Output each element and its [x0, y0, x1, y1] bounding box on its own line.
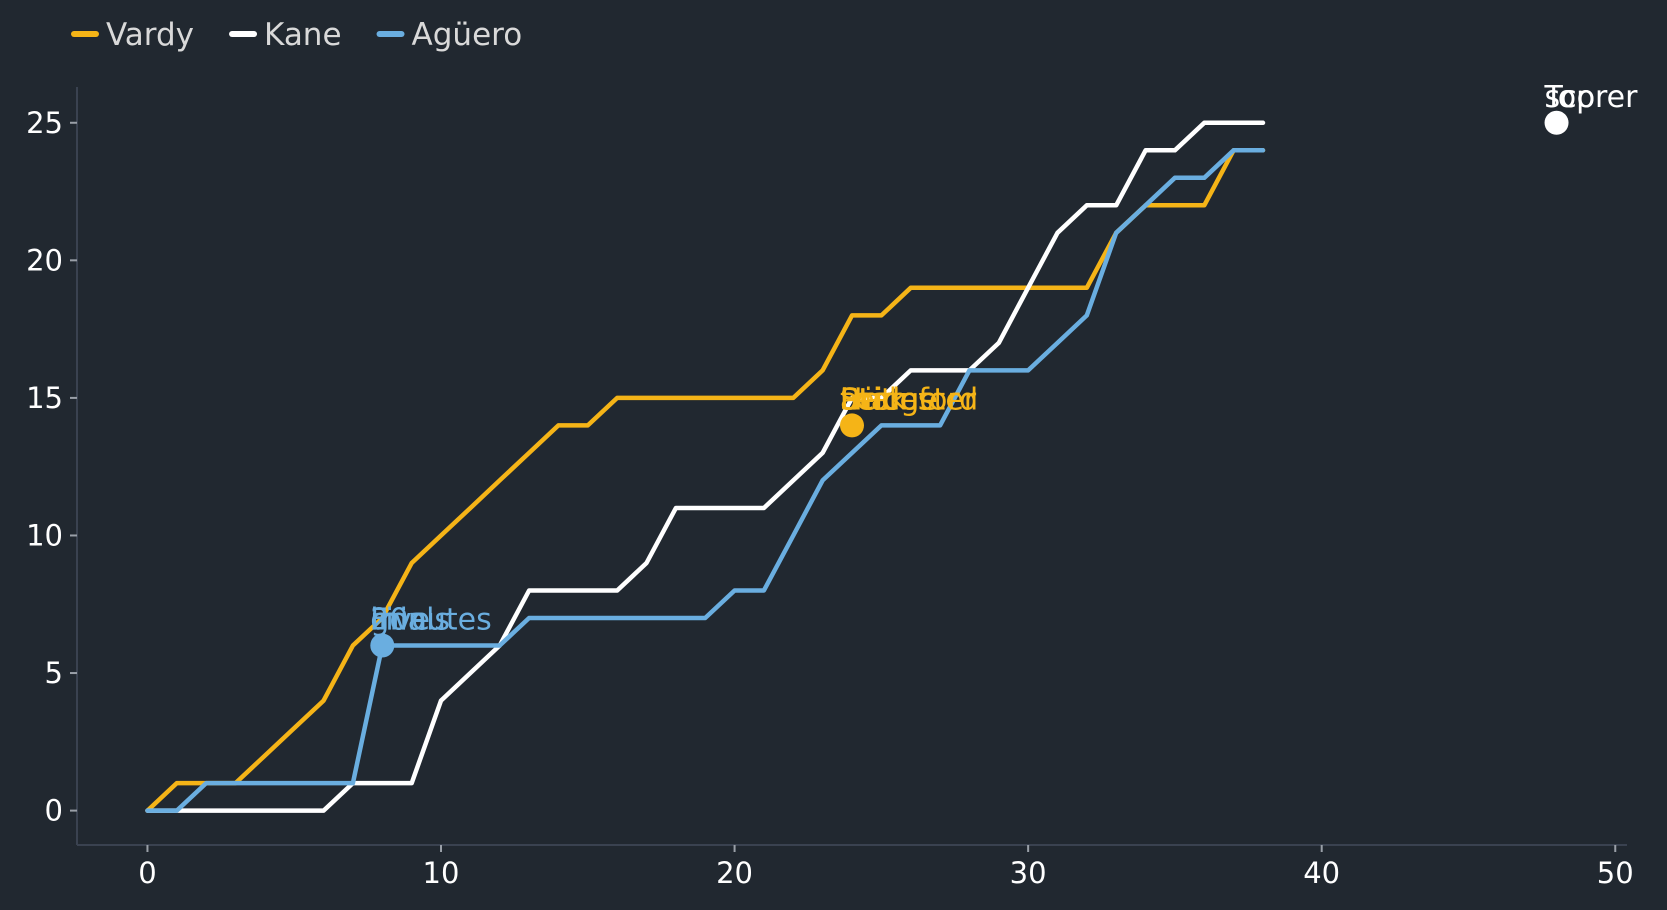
annotation-label: in	[370, 603, 397, 638]
x-tick-label: 50	[1597, 856, 1634, 890]
annotation-label: 20	[370, 603, 408, 638]
x-tick-label: 40	[1303, 856, 1340, 890]
legend-label-kane: Kane	[264, 17, 342, 53]
series-line-aguero	[145, 148, 1266, 813]
annotation-marker	[370, 633, 395, 658]
y-tick-label: 5	[45, 656, 63, 690]
y-tick-label: 0	[45, 794, 63, 828]
annotation-label: minutes	[370, 603, 491, 638]
x-tick-label: 10	[423, 856, 460, 890]
annotation-marker	[840, 413, 864, 438]
annotation-label: Leicester	[840, 382, 977, 417]
legend-label-aguero: Agüero	[412, 17, 523, 53]
x-tick-label: 20	[716, 856, 753, 890]
annotation-label: trick	[840, 382, 907, 417]
y-tick-label: 20	[26, 243, 63, 277]
y-tick-label: 15	[26, 381, 63, 415]
annotation-label: Five	[370, 603, 430, 638]
series-line-vardy	[145, 148, 1266, 813]
annotation-label: Top	[1544, 80, 1596, 115]
legend-label-vardy: Vardy	[106, 17, 194, 53]
legend: Vardy Kane Agüero	[71, 17, 523, 53]
annotation-label: scorer	[1545, 80, 1639, 115]
x-tick-label: 0	[138, 856, 156, 890]
annotation-label: Hat	[840, 382, 893, 417]
annotation-label: at	[840, 382, 870, 417]
series-lines	[145, 120, 1266, 813]
axes: 0 10 20 30 40 50 0 5 10 15 20 25	[26, 87, 1634, 890]
x-tick-label: 30	[1010, 856, 1047, 890]
series-line-kane	[145, 120, 1266, 813]
y-tick-label: 10	[26, 518, 63, 552]
annotation-label: goals	[370, 603, 450, 638]
annotation-marker	[1544, 110, 1569, 135]
y-tick-label: 25	[26, 106, 63, 140]
annotation-label: Stamford	[840, 382, 978, 417]
annotation-label: Bridge	[840, 382, 938, 417]
